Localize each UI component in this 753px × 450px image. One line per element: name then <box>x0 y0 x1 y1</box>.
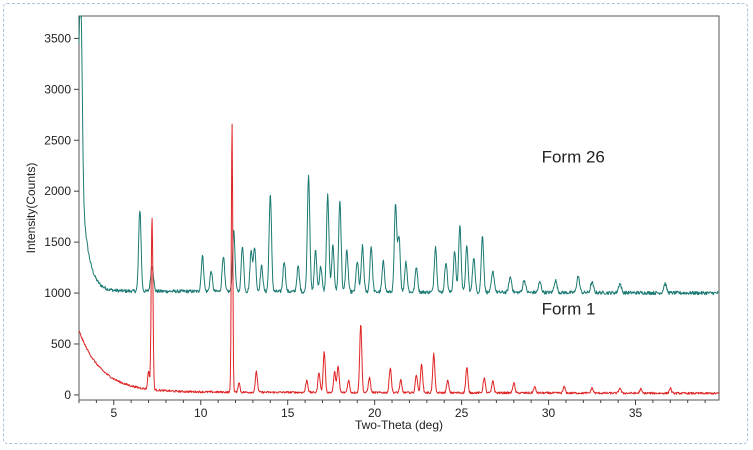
x-tick-label: 15 <box>281 406 295 420</box>
series-line-form-1 <box>78 123 720 395</box>
x-axis: 5 10 15 20 25 30 35 <box>78 400 706 420</box>
x-axis-title: Two-Theta (deg) <box>355 418 443 432</box>
x-tick-label: 35 <box>629 406 643 420</box>
traces <box>78 15 720 395</box>
y-tick-label: 3500 <box>44 31 71 45</box>
y-axis-title: Intensity(Counts) <box>24 163 38 254</box>
series-labels: Form 26 Form 1 <box>542 148 605 319</box>
x-tick-label: 20 <box>368 406 382 420</box>
y-axis: 0 500 1000 1500 2000 2500 3000 3500 <box>44 31 79 402</box>
x-tick-label: 25 <box>455 406 469 420</box>
y-tick-label: 1000 <box>44 286 71 300</box>
series-label: Form 26 <box>542 148 605 167</box>
series-label: Form 1 <box>542 299 596 318</box>
x-tick-label: 5 <box>110 406 117 420</box>
chart-frame <box>3 3 748 444</box>
plot-border <box>78 15 720 401</box>
y-tick-label: 3000 <box>44 82 71 96</box>
y-tick-label: 1500 <box>44 235 71 249</box>
x-tick-label: 30 <box>542 406 556 420</box>
y-tick-label: 0 <box>64 388 71 402</box>
plot-area <box>78 15 720 401</box>
series-line-form-26 <box>78 15 719 296</box>
x-tick-label: 10 <box>194 406 208 420</box>
y-tick-label: 2000 <box>44 184 71 198</box>
y-tick-label: 500 <box>51 337 71 351</box>
y-tick-label: 2500 <box>44 133 71 147</box>
